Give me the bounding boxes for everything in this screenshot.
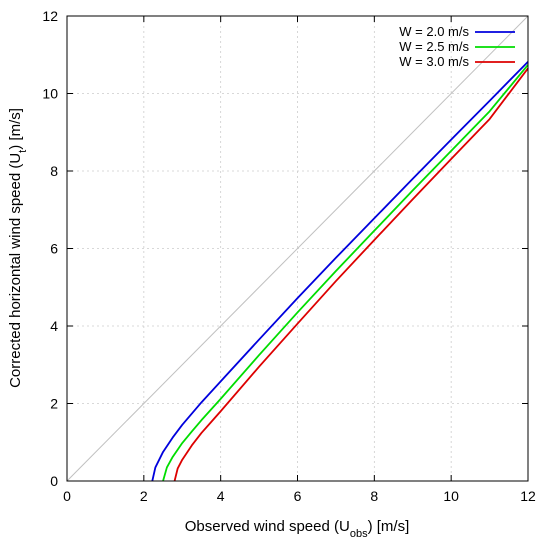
legend-label-3: W = 3.0 m/s: [399, 54, 469, 69]
legend-label-1: W = 2.0 m/s: [399, 24, 469, 39]
x-tick-label: 8: [370, 488, 378, 504]
x-tick-label: 4: [217, 488, 225, 504]
reference-line-group: [66, 15, 529, 482]
x-tick-label: 2: [140, 488, 148, 504]
x-tick-label: 0: [63, 488, 71, 504]
legend-label-2: W = 2.5 m/s: [399, 39, 469, 54]
x-tick-label: 10: [443, 488, 459, 504]
y-axis-label: Corrected horizontal wind speed (Ut) [m/…: [7, 108, 29, 388]
one-to-one-reference-line: [66, 15, 529, 482]
x-tick-label: 6: [294, 488, 302, 504]
series-lines: [151, 61, 529, 482]
series-line-1: [151, 61, 529, 482]
y-tick-label: 4: [50, 318, 58, 334]
series-line-3: [173, 67, 529, 482]
y-tick-label: 12: [42, 8, 58, 24]
axis-ticks: 0 2 4 6 8 10 12 0 2 4 6 8 10 12: [42, 8, 536, 504]
y-tick-label: 6: [50, 241, 58, 257]
y-tick-label: 2: [50, 396, 58, 412]
x-axis-label: Observed wind speed (Uobs) [m/s]: [185, 518, 410, 540]
y-tick-label: 0: [50, 473, 58, 489]
legend: W = 2.0 m/sW = 2.5 m/sW = 3.0 m/s: [399, 24, 515, 69]
series-line-2: [162, 64, 529, 482]
x-tick-label: 12: [520, 488, 536, 504]
y-tick-label: 8: [50, 163, 58, 179]
y-tick-label: 10: [42, 86, 58, 102]
